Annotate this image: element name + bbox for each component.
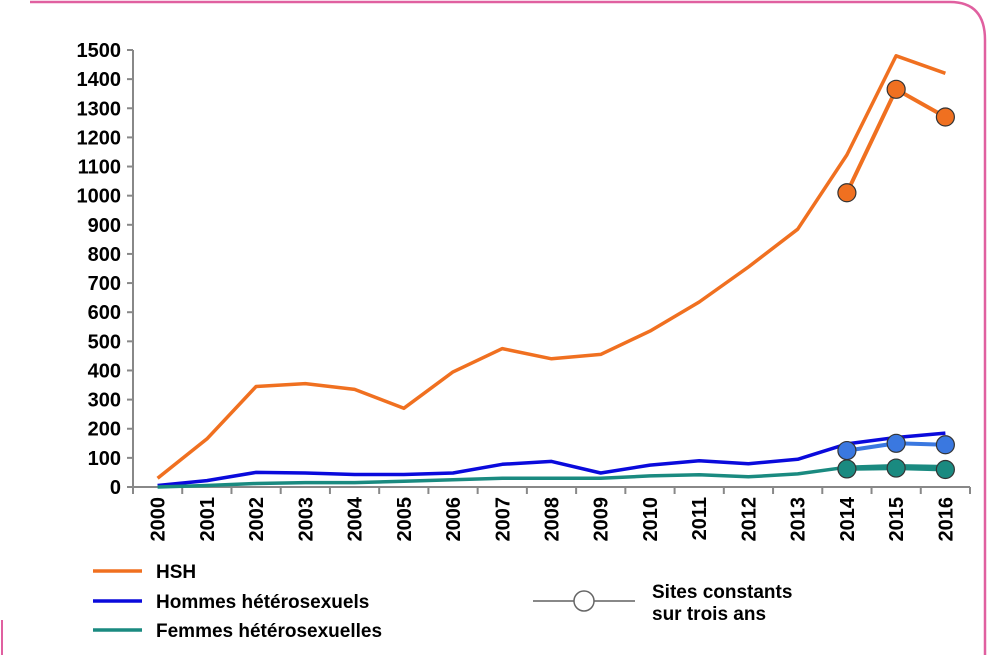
x-tick-label: 2013 [788, 497, 810, 542]
y-tick-label: 700 [88, 273, 121, 295]
x-tick-label: 2002 [246, 497, 268, 542]
y-tick-label: 1500 [77, 40, 122, 62]
x-tick-label: 2009 [591, 497, 613, 542]
y-tick-label: 1200 [77, 127, 122, 149]
y-tick-label: 0 [110, 477, 121, 499]
y-tick-label: 200 [88, 419, 121, 441]
legend-label: Femmes hétérosexuelles [156, 621, 382, 642]
series-line [157, 431, 946, 488]
constant-sites-marker [935, 107, 955, 127]
series-line [156, 54, 946, 480]
x-tick-label: 2016 [935, 497, 957, 542]
x-tick-label: 2010 [640, 497, 662, 542]
constant-sites-marker [837, 459, 857, 479]
x-tick-label: 2012 [738, 497, 760, 542]
x-tick-label: 2008 [542, 497, 564, 542]
constant-sites-marker [886, 433, 906, 453]
y-tick-label: 800 [88, 244, 121, 266]
y-tick-label: 500 [88, 331, 121, 353]
legend-label: Hommes hétérosexuels [156, 592, 369, 613]
x-tick-label: 2007 [492, 497, 514, 542]
constant-sites-marker [886, 79, 906, 99]
constant-sites-marker [886, 458, 906, 478]
x-tick-label: 2001 [197, 497, 219, 542]
y-tick-label: 1000 [77, 186, 122, 208]
y-tick-label: 1400 [77, 69, 122, 91]
constant-sites-marker [837, 440, 857, 461]
y-tick-label: 300 [88, 390, 121, 412]
y-tick-label: 100 [88, 448, 121, 470]
x-tick-label: 2014 [837, 496, 859, 541]
y-tick-label: 600 [88, 302, 121, 324]
constant-sites-line [845, 86, 947, 194]
constant-sites-marker [837, 183, 857, 203]
series-line [157, 463, 946, 489]
legend-label: HSH [156, 562, 196, 583]
y-tick-label: 900 [88, 215, 121, 237]
x-tick-label: 2006 [443, 497, 465, 542]
constant-sites-marker [935, 435, 955, 455]
x-tick-label: 2000 [148, 497, 170, 542]
legend-label: Sites constants [652, 582, 792, 603]
constant-sites-marker [935, 459, 955, 480]
legend-constant-sites-marker [573, 590, 595, 612]
x-tick-label: 2015 [886, 497, 908, 542]
x-tick-label: 2011 [689, 497, 711, 540]
y-tick-label: 1100 [78, 157, 121, 179]
x-tick-label: 2003 [295, 497, 317, 542]
y-tick-label: 1300 [77, 98, 122, 120]
y-tick-label: 400 [88, 360, 121, 382]
x-tick-label: 2004 [345, 496, 367, 541]
x-tick-label: 2005 [394, 497, 416, 542]
legend-label: sur trois ans [652, 604, 766, 625]
